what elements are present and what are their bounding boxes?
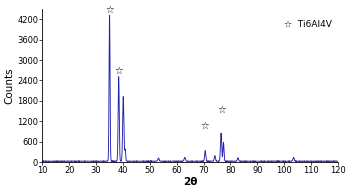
Text: ☆: ☆	[217, 104, 226, 115]
Text: ☆: ☆	[105, 4, 114, 14]
Text: ☆: ☆	[114, 66, 123, 76]
X-axis label: 2θ: 2θ	[183, 177, 197, 187]
Text: ☆  Ti6Al4V: ☆ Ti6Al4V	[284, 20, 332, 29]
Y-axis label: Counts: Counts	[4, 67, 14, 104]
Text: ☆: ☆	[201, 121, 210, 131]
